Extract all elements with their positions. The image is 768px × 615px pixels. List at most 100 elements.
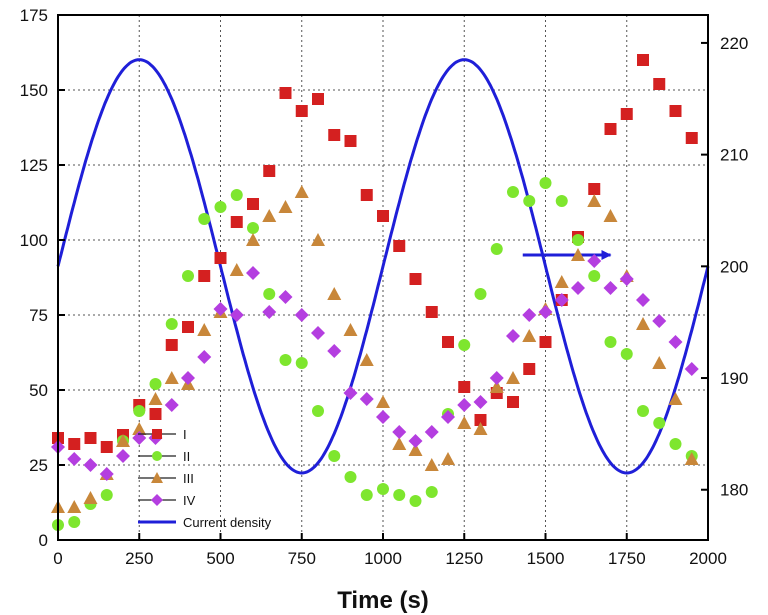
data-point-i [295, 105, 308, 117]
data-point-iv [603, 281, 618, 295]
data-point-iii [197, 323, 212, 336]
data-point-iii [164, 371, 179, 384]
data-point-iv [652, 314, 667, 328]
data-point-i [653, 78, 666, 90]
data-point-iv [278, 290, 293, 304]
data-point-iv [164, 398, 179, 412]
data-point-iii [83, 491, 98, 504]
data-point-iv [489, 371, 504, 385]
data-point-iv [473, 395, 488, 409]
data-point-iv [246, 266, 260, 280]
data-point-iii [132, 422, 147, 435]
data-point-iv [441, 410, 455, 424]
data-point-iv [229, 308, 244, 322]
data-point-iv [554, 293, 569, 307]
data-point-ii [555, 195, 568, 207]
x-tick-label: 1750 [608, 549, 646, 568]
data-point-iii [522, 329, 537, 342]
data-point-iii [311, 233, 325, 246]
data-point-iv [327, 344, 342, 358]
data-point-iii [603, 209, 618, 222]
data-point-iii [473, 422, 488, 435]
data-point-ii [182, 270, 194, 282]
data-point-iv [83, 458, 98, 472]
y-tick-label: 125 [20, 156, 48, 175]
data-point-iii [359, 353, 374, 366]
y2-tick-label: 220 [720, 34, 748, 53]
data-point-i [620, 108, 633, 120]
data-point-i [669, 105, 682, 117]
data-point-iii [587, 194, 602, 207]
data-point-i [360, 189, 373, 201]
data-point-i [68, 438, 81, 450]
y2-tick-label: 190 [720, 369, 748, 388]
x-tick-label: 0 [53, 549, 62, 568]
data-point-iii [392, 437, 407, 450]
data-point-ii [263, 288, 276, 300]
y2-tick-label: 180 [720, 481, 748, 500]
legend-entry-iv: IV [138, 493, 196, 508]
data-point-i [377, 210, 389, 222]
data-point-ii [247, 222, 259, 234]
legend-entry-ii: II [138, 449, 190, 464]
x-tick-label: 500 [206, 549, 234, 568]
data-point-ii [328, 450, 341, 462]
data-point-i [442, 336, 454, 348]
data-point-i [458, 381, 471, 393]
data-point-i [149, 408, 162, 420]
legend-entry-iii: III [138, 471, 194, 486]
data-point-ii [393, 489, 406, 501]
data-point-iv [684, 362, 699, 376]
data-point-iv [116, 449, 130, 463]
data-point-iii [489, 380, 504, 393]
data-point-i [263, 165, 276, 177]
data-point-ii [133, 405, 146, 417]
data-point-i [425, 306, 438, 318]
x-tick-label: 250 [125, 549, 153, 568]
data-point-i [474, 414, 487, 426]
x-axis-title: Time (s) [337, 587, 429, 614]
data-point-ii [653, 417, 666, 429]
data-point-ii [230, 189, 243, 201]
data-point-i [393, 240, 406, 252]
data-point-iv [392, 425, 407, 439]
y-tick-label: 75 [29, 306, 48, 325]
legend-marker [152, 451, 162, 461]
legend-label: IV [183, 493, 196, 508]
data-point-iii [343, 323, 358, 336]
data-point-ii [344, 471, 357, 483]
data-point-i [214, 252, 227, 264]
current-density-line [56, 58, 710, 475]
data-point-i [604, 123, 617, 135]
data-point-iii [684, 452, 699, 465]
data-point-ii [523, 195, 536, 207]
data-point-ii [539, 177, 552, 189]
data-point-iii [116, 434, 130, 447]
data-point-i [539, 336, 552, 348]
data-point-i [588, 183, 601, 195]
data-point-iv [424, 425, 439, 439]
data-point-iii [668, 392, 683, 405]
x-tick-label: 1500 [527, 549, 565, 568]
data-point-iii [294, 185, 309, 198]
data-point-iv [668, 335, 683, 349]
data-point-i [198, 270, 211, 282]
legend-label: Current density [183, 515, 272, 530]
data-point-i [100, 441, 113, 453]
data-point-iv [213, 302, 228, 316]
data-point-iii [262, 209, 277, 222]
data-point-i [247, 198, 259, 210]
data-point-ii [458, 339, 471, 351]
data-point-ii [279, 354, 292, 366]
data-point-iv [522, 308, 537, 322]
data-point-ii [588, 270, 601, 282]
data-point-i [685, 132, 698, 144]
y-tick-label: 175 [20, 6, 48, 25]
x-tick-label: 1000 [364, 549, 402, 568]
data-point-ii [100, 489, 113, 501]
data-point-iv [311, 326, 325, 340]
series-iv-points [51, 254, 699, 481]
data-point-ii [295, 357, 308, 369]
data-point-iv [197, 350, 212, 364]
data-point-iii [457, 416, 472, 429]
